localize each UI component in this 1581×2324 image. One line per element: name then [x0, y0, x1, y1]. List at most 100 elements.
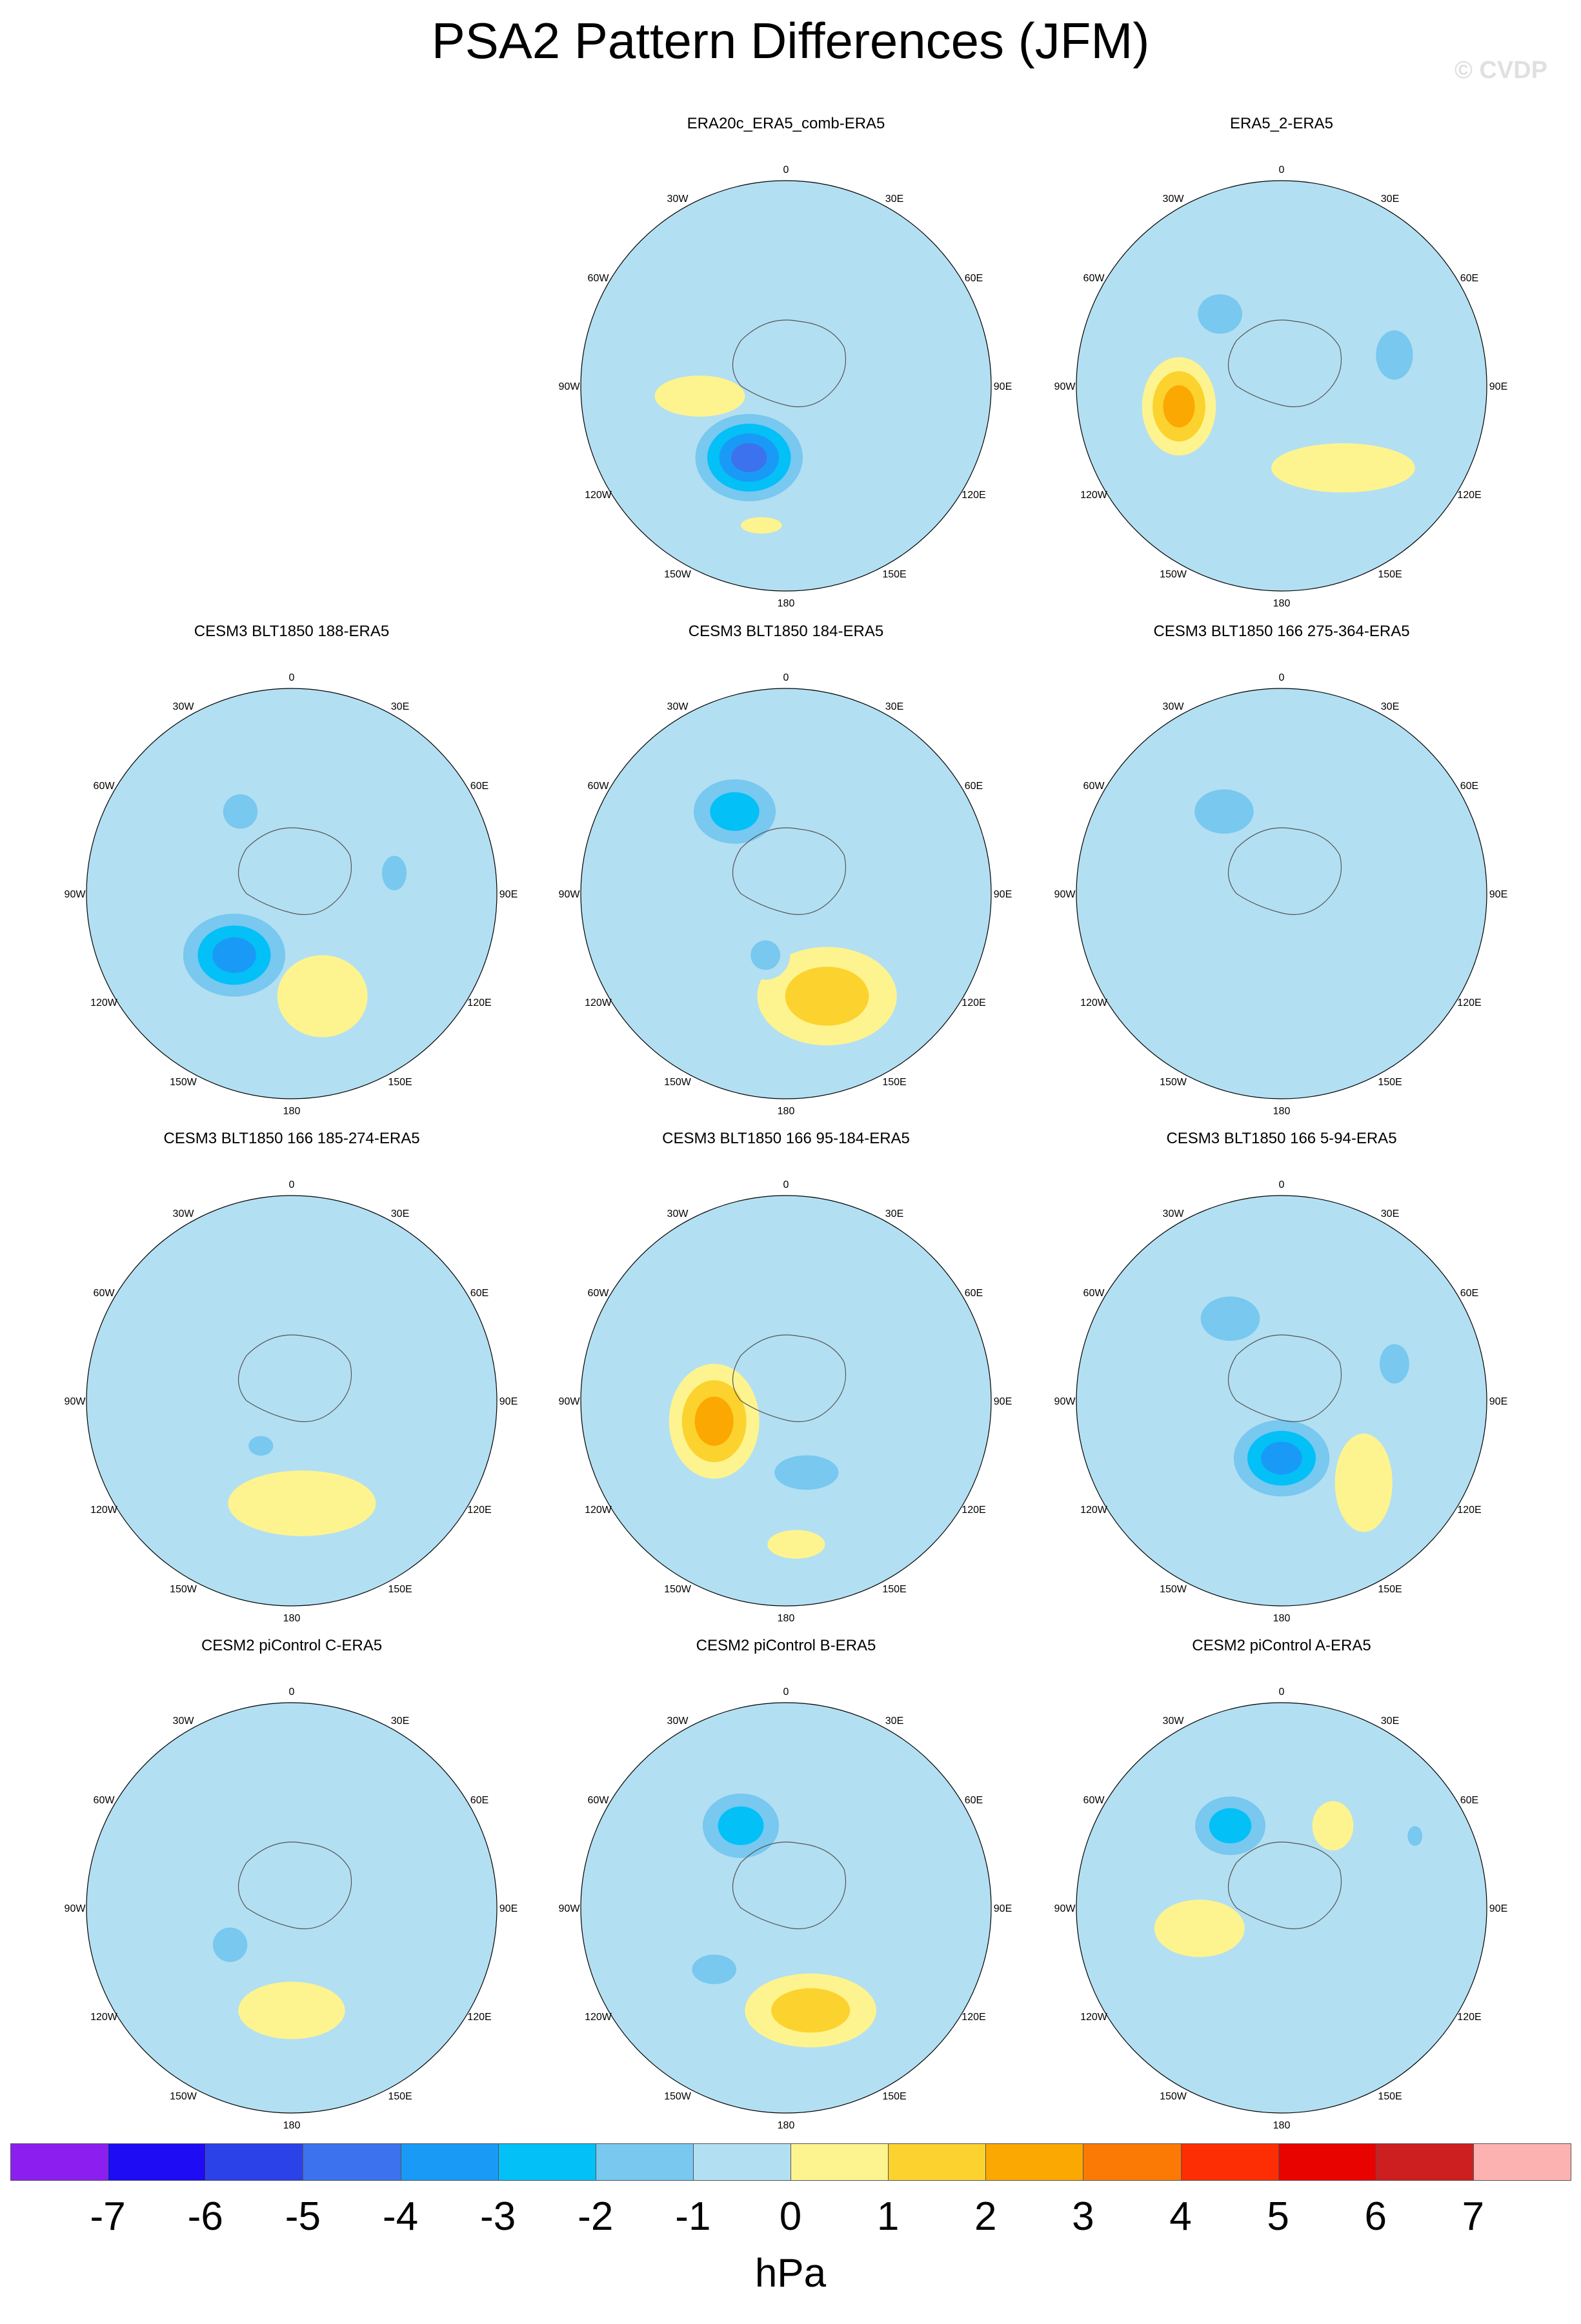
lon-label: 180 — [1273, 598, 1291, 609]
anomaly-contour — [238, 1981, 345, 2039]
lon-label: 150W — [170, 1584, 197, 1595]
lon-label: 150W — [664, 569, 692, 580]
lon-label: 90W — [559, 1903, 581, 1914]
lon-label: 60W — [94, 781, 116, 792]
lon-label: 60W — [588, 1795, 610, 1806]
lon-label: 60E — [1460, 273, 1478, 284]
lon-label: 0 — [1279, 672, 1285, 683]
lon-label: 60E — [1460, 1795, 1478, 1806]
lon-label: 60W — [588, 781, 610, 792]
colorbar-swatch — [595, 2143, 694, 2181]
polar-map: 0 30E 60E 90E 120E 150E 180 150W 120W 90W 60W 30W — [1054, 672, 1508, 1117]
anomaly-contour — [692, 1954, 737, 1985]
panel-title: CESM3 BLT1850 188-ERA5 — [194, 623, 390, 640]
lon-label: 30E — [885, 1208, 903, 1219]
colorbar-tick-label: 0 — [779, 2194, 802, 2239]
map-panel: CESM3 BLT1850 166 95-184-ERA5 0 30E 60E 90E 1… — [541, 1130, 1031, 1646]
colorbar-swatch — [498, 2143, 596, 2181]
copyright-watermark: © CVDP — [1454, 57, 1547, 84]
lon-label: 90W — [65, 889, 86, 900]
polar-map: 0 30E 60E 90E 120E 150E 180 150W 120W 90W 60W 30W — [1054, 1687, 1508, 2131]
anomaly-contour — [1271, 443, 1415, 493]
lon-label: 150E — [882, 2091, 906, 2102]
lon-label: 120E — [467, 2012, 491, 2023]
map-border — [86, 1702, 498, 2114]
anomaly-contour — [1198, 294, 1242, 334]
colorbar-tick-label: -4 — [382, 2194, 419, 2239]
lon-label: 150E — [882, 569, 906, 580]
lon-label: 90W — [559, 889, 581, 900]
lon-label: 150E — [1378, 1584, 1402, 1595]
lon-label: 180 — [778, 1106, 795, 1117]
colorbar-tick-label: -1 — [675, 2194, 711, 2239]
colorbar-swatch — [790, 2143, 889, 2181]
lon-label: 30W — [173, 701, 195, 712]
lon-label: 90E — [994, 381, 1012, 392]
colorbar-swatch — [692, 2143, 791, 2181]
anomaly-contour — [277, 955, 368, 1037]
lon-label: 0 — [783, 1687, 789, 1698]
colorbar-swatch — [108, 2143, 206, 2181]
lon-label: 0 — [783, 672, 789, 683]
map-background — [581, 181, 991, 591]
antarctica-outline — [1228, 1334, 1342, 1423]
lon-label: 0 — [783, 165, 789, 175]
lon-label: 120W — [1080, 2012, 1108, 2023]
anomaly-contour — [1194, 789, 1254, 834]
anomaly-contour — [774, 1455, 839, 1490]
colorbar-swatch — [400, 2143, 499, 2181]
anomaly-contour — [694, 1396, 734, 1446]
lon-label: 180 — [283, 2120, 301, 2131]
anomaly-contour — [223, 794, 258, 829]
map-border — [580, 180, 992, 592]
lon-label: 180 — [283, 1613, 301, 1624]
lon-label: 180 — [778, 1613, 795, 1624]
panel-title: ERA5_2-ERA5 — [1229, 115, 1334, 132]
lon-label: 120W — [90, 997, 118, 1008]
map-background — [581, 1196, 991, 1606]
lon-label: 150W — [1160, 2091, 1187, 2102]
lon-label: 90W — [559, 381, 581, 392]
antarctica-outline — [732, 827, 847, 916]
lon-label: 30E — [885, 194, 903, 205]
lon-label: 120E — [962, 490, 985, 501]
anomaly-contour — [248, 1436, 274, 1456]
map-background — [1076, 1196, 1487, 1606]
lon-label: 180 — [283, 1106, 301, 1117]
lon-label: 90W — [1054, 1903, 1076, 1914]
panel-title: CESM3 BLT1850 166 5-94-ERA5 — [1166, 1130, 1397, 1147]
lon-label: 30E — [885, 1716, 903, 1727]
map-border — [86, 688, 498, 1099]
lon-label: 60E — [965, 1795, 983, 1806]
colorbar-tick-label: 1 — [876, 2194, 900, 2239]
lon-label: 90E — [499, 1903, 518, 1914]
lon-label: 30E — [391, 701, 409, 712]
lon-label: 0 — [289, 1179, 295, 1190]
lon-label: 150E — [882, 1584, 906, 1595]
polar-map: 0 30E 60E 90E 120E 150E 180 150W 120W 90W 60W 30W — [559, 1179, 1012, 1624]
map-background — [86, 1703, 497, 2113]
lon-label: 120W — [90, 2012, 118, 2023]
anomaly-contour — [1209, 1808, 1252, 1844]
lon-label: 90E — [1489, 1903, 1507, 1914]
anomaly-contour — [741, 517, 782, 534]
anomaly-contour — [1380, 1344, 1409, 1384]
lon-label: 0 — [783, 1179, 789, 1190]
lon-label: 180 — [778, 2120, 795, 2131]
lon-label: 60E — [1460, 1288, 1478, 1299]
map-panel: CESM3 BLT1850 166 275-364-ERA5 0 30E 60E 90E… — [1036, 623, 1527, 1139]
lon-label: 30W — [1163, 194, 1185, 205]
lon-label: 120E — [1457, 2012, 1481, 2023]
lon-label: 150W — [170, 2091, 197, 2102]
lon-label: 60E — [965, 1288, 983, 1299]
lon-label: 120W — [585, 997, 612, 1008]
lon-label: 90E — [994, 1396, 1012, 1407]
polar-map: 0 30E 60E 90E 120E 150E 180 150W 120W 90W 60W 30W — [559, 165, 1012, 609]
lon-label: 90W — [559, 1396, 581, 1407]
colorbar-units: hPa — [754, 2251, 827, 2296]
lon-label: 60E — [1460, 781, 1478, 792]
colorbar-swatch — [205, 2143, 304, 2181]
lon-label: 30E — [391, 1716, 409, 1727]
anomaly-contour — [785, 967, 869, 1026]
lon-label: 120W — [90, 1505, 118, 1516]
